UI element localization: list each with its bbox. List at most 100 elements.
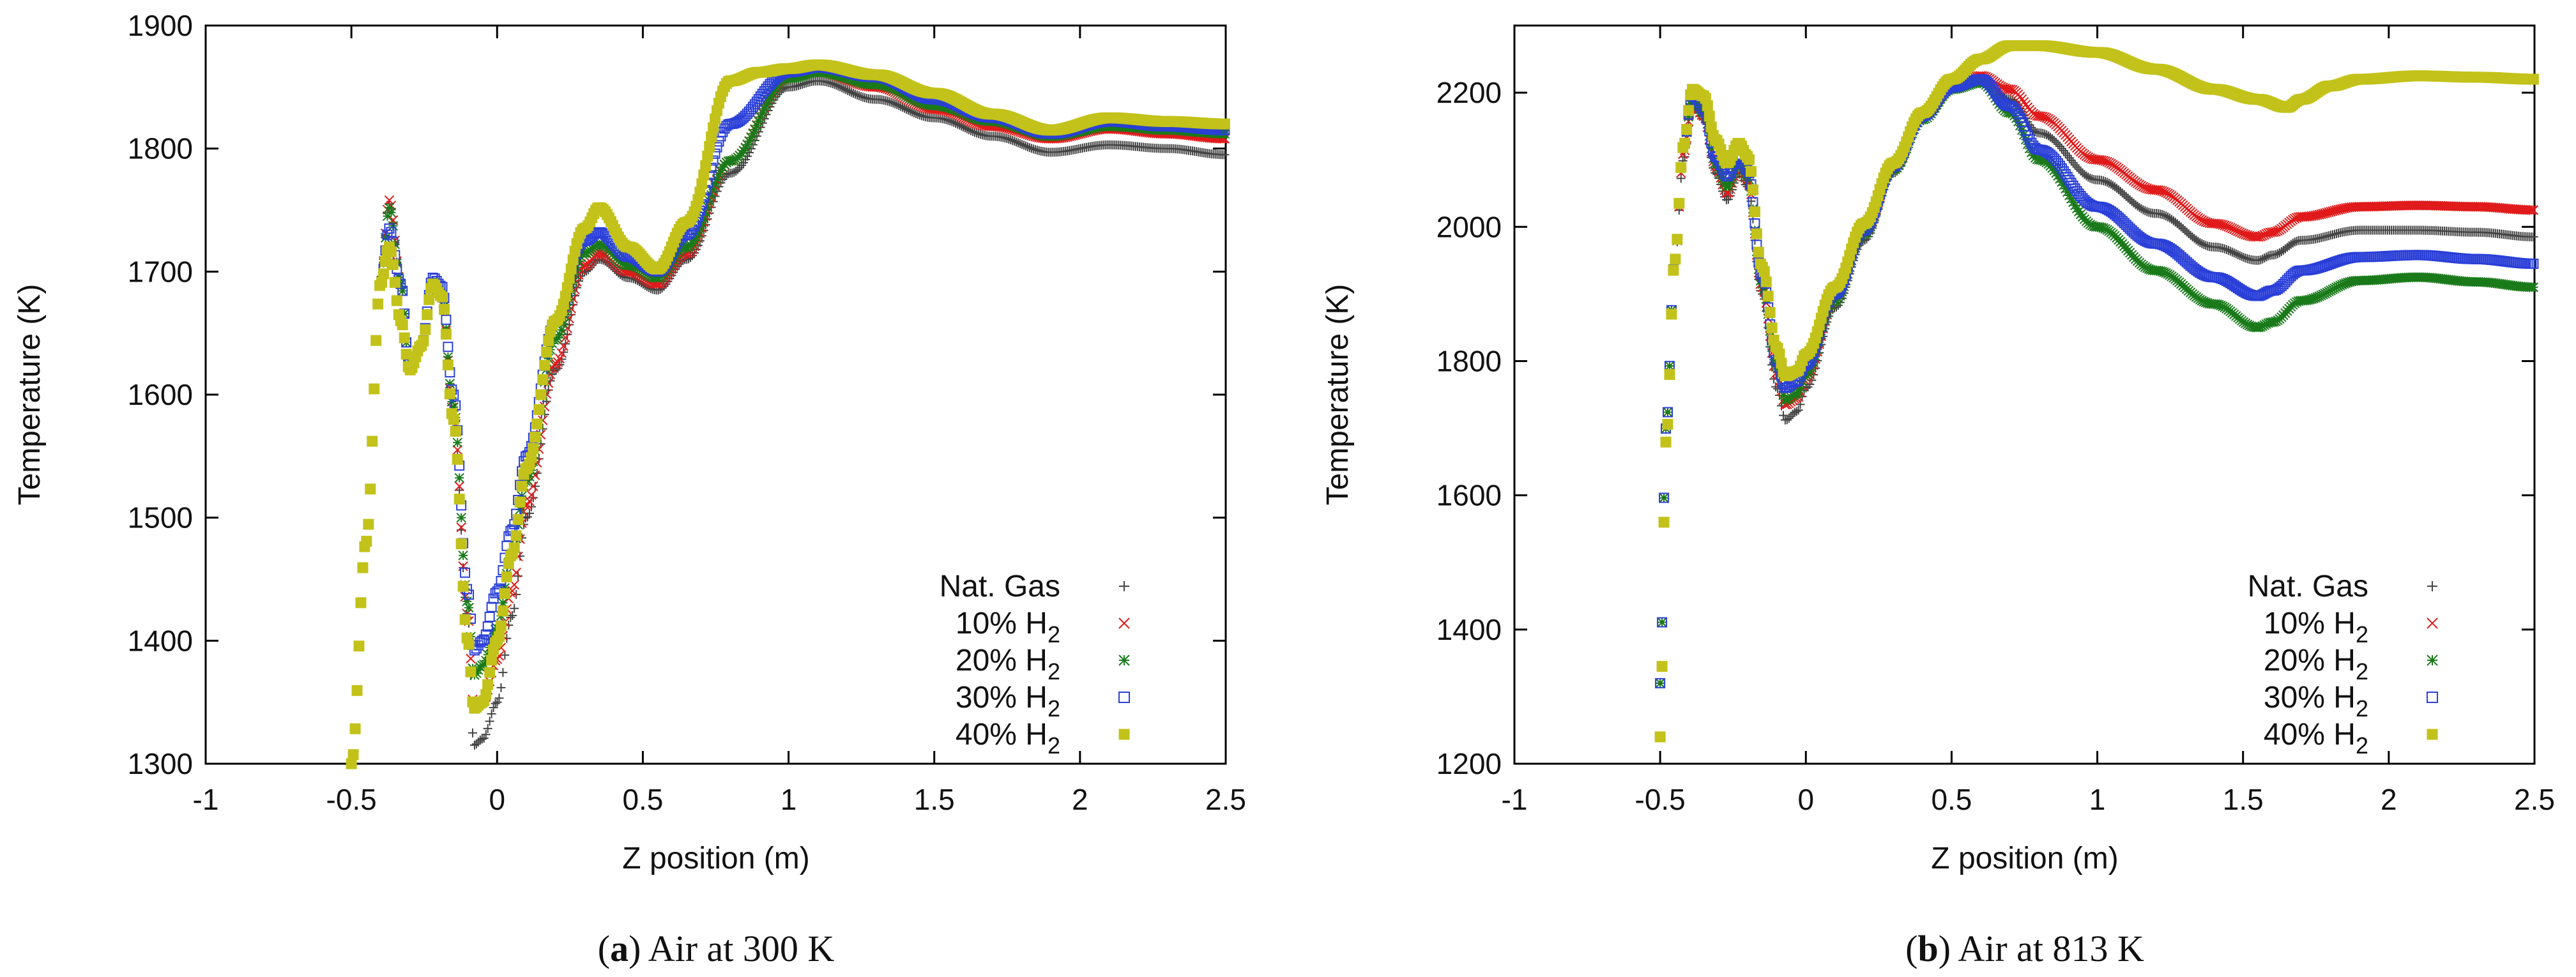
data-point <box>486 655 498 666</box>
data-point <box>898 103 908 112</box>
data-point <box>894 101 904 110</box>
data-point <box>854 91 864 101</box>
data-point <box>1023 142 1032 151</box>
data-point <box>890 99 900 109</box>
data-point <box>454 481 464 492</box>
data-point <box>1702 100 1713 112</box>
x-tick-label: -1 <box>193 783 219 816</box>
legend-label: 30% H2 <box>956 681 1060 722</box>
data-point <box>418 335 429 347</box>
data-point <box>704 195 715 206</box>
data-point <box>888 84 899 94</box>
data-point <box>1220 150 1230 160</box>
data-point <box>457 580 469 592</box>
x-tick-label: -0.5 <box>326 783 377 816</box>
data-point <box>466 653 476 664</box>
data-point <box>1679 137 1691 149</box>
data-point <box>1747 184 1758 195</box>
data-point <box>554 353 565 364</box>
data-point <box>543 335 554 347</box>
legend-label: 20% H2 <box>956 644 1060 685</box>
data-point <box>487 709 496 718</box>
data-point <box>906 106 915 116</box>
data-point <box>1025 143 1034 153</box>
data-points <box>346 59 1230 769</box>
x-tick-label: 1.5 <box>2223 783 2264 816</box>
data-point <box>1659 492 1669 503</box>
data-point <box>562 323 572 333</box>
data-point <box>1021 141 1030 151</box>
data-point <box>698 169 710 181</box>
data-point <box>577 268 587 278</box>
data-point <box>1660 436 1672 448</box>
data-point <box>839 84 849 93</box>
legend-marker <box>1118 692 1130 703</box>
data-point <box>1662 418 1673 430</box>
tick-marks <box>204 24 1227 765</box>
data-point <box>727 155 737 166</box>
data-point <box>970 128 979 137</box>
data-point <box>448 414 459 425</box>
data-point <box>2061 148 2070 158</box>
data-point <box>484 667 496 678</box>
data-point <box>695 223 705 234</box>
y-tick-label: 1600 <box>1437 479 1502 512</box>
data-point <box>522 512 532 522</box>
data-point <box>367 435 378 447</box>
data-point <box>1703 110 1715 122</box>
data-point <box>693 228 703 238</box>
data-point <box>715 165 726 176</box>
y-tick-label: 2000 <box>1437 210 1502 243</box>
data-point <box>832 80 841 90</box>
data-point <box>629 261 639 271</box>
data-point <box>1681 124 1693 135</box>
data-point <box>480 689 492 701</box>
data-point <box>913 110 922 119</box>
data-point <box>704 140 715 152</box>
data-point <box>506 612 515 622</box>
data-point <box>1764 307 1776 318</box>
y-tick-label: 1700 <box>128 255 193 288</box>
data-point <box>485 716 494 726</box>
data-point <box>746 132 756 143</box>
data-point <box>554 329 565 340</box>
data-point <box>497 605 508 617</box>
data-point <box>498 668 508 678</box>
x-tick-label: 0.5 <box>1931 783 1972 816</box>
data-point <box>630 262 641 273</box>
x-tick-label: 1 <box>781 783 797 816</box>
data-point <box>440 328 452 340</box>
data-point <box>446 397 457 407</box>
data-point <box>2528 282 2539 292</box>
data-point <box>378 268 390 280</box>
data-point <box>482 679 494 690</box>
data-point <box>361 536 372 547</box>
data-point <box>742 139 752 150</box>
data-point <box>2072 162 2082 172</box>
data-point <box>501 571 512 582</box>
x-tick-label: 1 <box>2089 783 2106 816</box>
series-4 <box>1655 74 2539 688</box>
data-point <box>565 320 574 329</box>
data-point <box>453 494 465 505</box>
data-point <box>1654 731 1666 743</box>
data-point <box>438 304 450 315</box>
data-point <box>386 227 397 238</box>
data-point <box>1010 137 1019 146</box>
data-point <box>491 699 500 708</box>
data-point <box>2042 130 2052 140</box>
data-point <box>2055 142 2064 151</box>
x-tick-label: 2.5 <box>2514 783 2555 816</box>
data-point <box>835 82 845 92</box>
chart-panel-b: -1 -0.5 0 0.5 1 1.5 2 2.51200140016001800200022… <box>1321 24 2555 969</box>
data-point <box>531 418 543 430</box>
data-point <box>471 668 482 678</box>
data-point <box>454 473 464 483</box>
data-point <box>1751 228 1762 239</box>
data-point <box>479 734 489 743</box>
data-point <box>563 273 575 284</box>
data-point <box>766 77 777 87</box>
data-point <box>887 98 896 107</box>
data-point <box>391 295 402 307</box>
